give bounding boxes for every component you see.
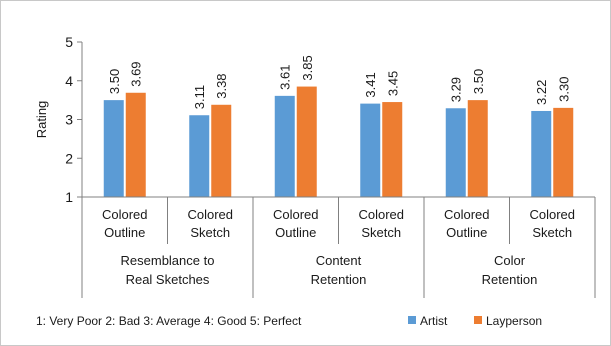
group-label-line2: Retention: [311, 272, 367, 287]
category-label-line2: Outline: [275, 225, 316, 240]
category-label-line1: Colored: [358, 207, 404, 222]
legend-swatch-artist: [408, 316, 416, 324]
bar-layperson: [467, 100, 488, 197]
y-tick-label: 4: [65, 73, 73, 89]
bar-artist: [103, 100, 124, 197]
category-label-line1: Colored: [529, 207, 575, 222]
bar-layperson: [211, 104, 232, 197]
bar-layperson: [296, 86, 317, 197]
y-tick-label: 2: [65, 150, 73, 166]
bar-value-label: 3.50: [471, 69, 486, 94]
bar-value-label: 3.22: [534, 80, 549, 105]
bar-layperson: [125, 92, 146, 197]
category-label-line1: Colored: [444, 207, 490, 222]
bar-value-label: 3.38: [214, 73, 229, 98]
group-label-line2: Real Sketches: [126, 272, 210, 287]
bar-value-label: 3.85: [300, 55, 315, 80]
y-tick-label: 3: [65, 112, 73, 128]
y-tick-label: 1: [65, 189, 73, 205]
bar-value-label: 3.50: [107, 69, 122, 94]
group-label-line1: Color: [494, 253, 526, 268]
category-label-line2: Outline: [104, 225, 145, 240]
category-label-line2: Sketch: [532, 225, 572, 240]
group-label-line2: Retention: [482, 272, 538, 287]
bar-value-label: 3.69: [129, 61, 144, 86]
bar-layperson: [553, 107, 574, 197]
bar-value-label: 3.61: [278, 65, 293, 90]
bar-artist: [445, 108, 466, 197]
category-label-line2: Sketch: [361, 225, 401, 240]
y-tick-label: 5: [65, 34, 73, 50]
bar-layperson: [382, 102, 403, 197]
bar-value-label: 3.41: [363, 72, 378, 97]
legend-label-layperson: Layperson: [486, 314, 542, 328]
group-label-line1: Resemblance to: [121, 253, 215, 268]
bar-value-label: 3.29: [449, 77, 464, 102]
category-label-line2: Sketch: [190, 225, 230, 240]
bar-artist: [189, 115, 210, 197]
category-label-line1: Colored: [102, 207, 148, 222]
category-label-line1: Colored: [273, 207, 319, 222]
y-axis-title: Rating: [34, 101, 49, 139]
bar-artist: [531, 110, 552, 197]
group-label-line1: Content: [316, 253, 362, 268]
legend-label-artist: Artist: [420, 314, 448, 328]
bar-artist: [360, 103, 381, 197]
bar-artist: [274, 95, 295, 197]
rating-scale-note: 1: Very Poor 2: Bad 3: Average 4: Good 5…: [36, 314, 302, 328]
bar-value-label: 3.30: [556, 77, 571, 102]
bar-value-label: 3.11: [192, 85, 207, 109]
bar-value-label: 3.45: [385, 71, 400, 96]
legend-swatch-layperson: [474, 316, 482, 324]
category-label-line2: Outline: [446, 225, 487, 240]
category-label-line1: Colored: [187, 207, 233, 222]
